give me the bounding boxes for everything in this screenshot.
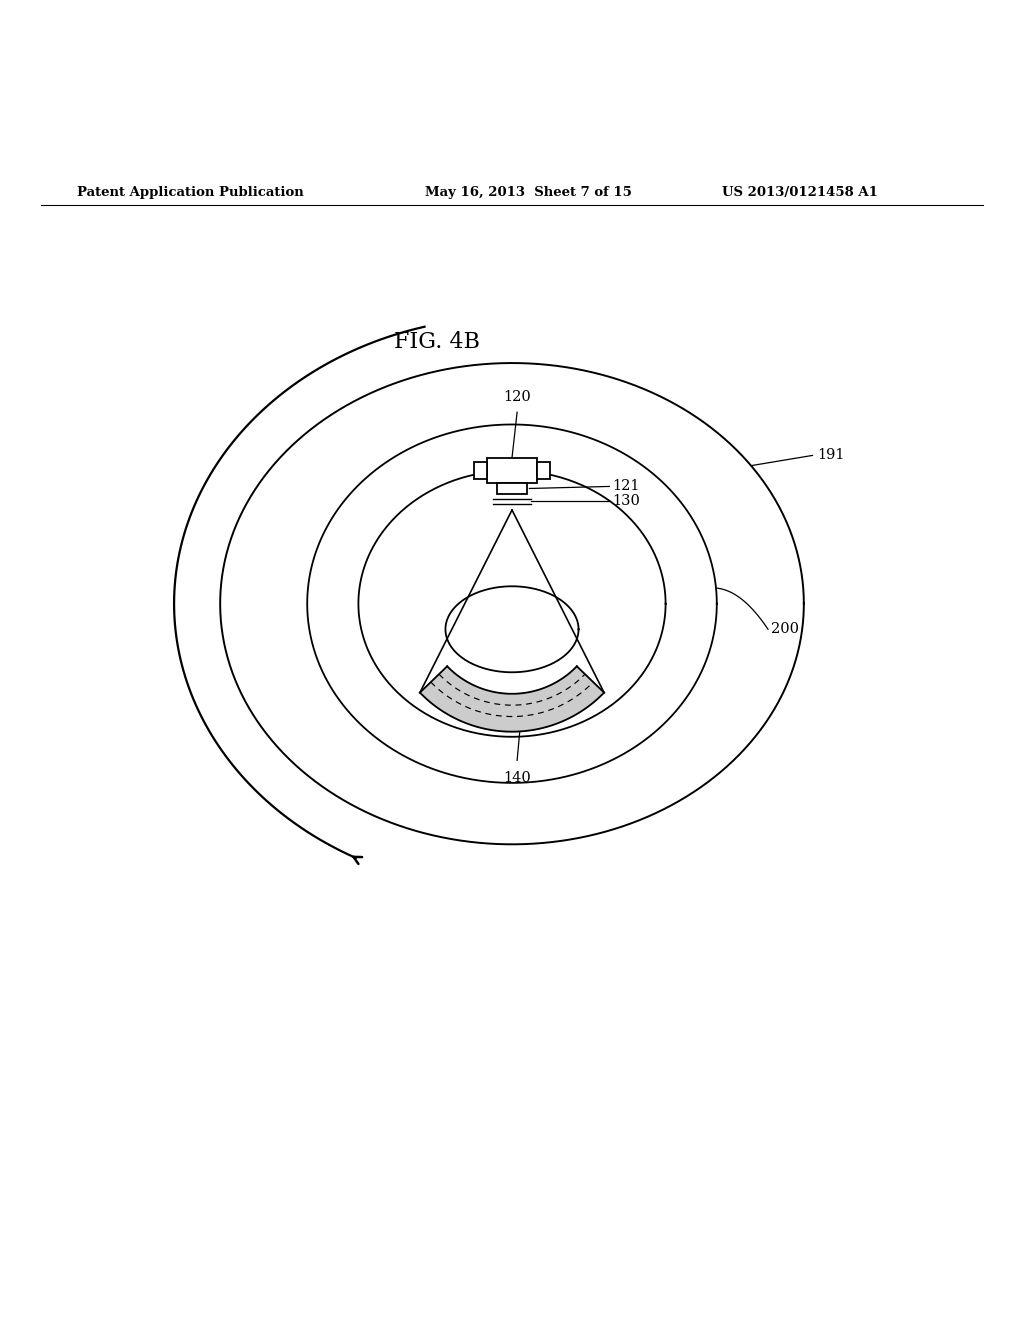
Bar [474, 462, 487, 479]
Text: May 16, 2013  Sheet 7 of 15: May 16, 2013 Sheet 7 of 15 [425, 186, 632, 198]
Text: 121: 121 [612, 479, 640, 494]
Text: 130: 130 [612, 494, 640, 508]
Text: Patent Application Publication: Patent Application Publication [77, 186, 303, 198]
Polygon shape [420, 667, 604, 731]
Text: 200: 200 [771, 622, 799, 636]
Bar [537, 462, 550, 479]
Text: 120: 120 [503, 389, 531, 404]
Text: 140: 140 [503, 771, 531, 784]
Text: 191: 191 [817, 449, 845, 462]
Bar [497, 483, 527, 494]
Bar [487, 458, 537, 483]
Text: US 2013/0121458 A1: US 2013/0121458 A1 [722, 186, 878, 198]
Text: FIG. 4B: FIG. 4B [394, 331, 480, 352]
